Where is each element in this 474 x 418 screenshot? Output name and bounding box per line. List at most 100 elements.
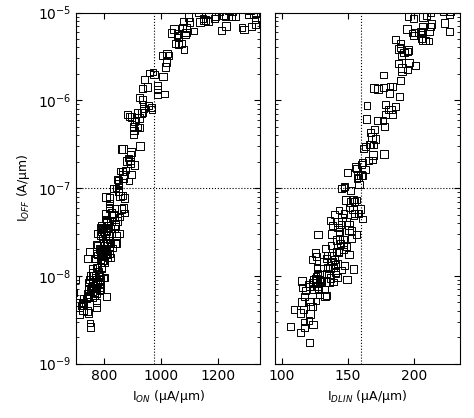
Point (324, 265, 332, 271)
Point (337, 221, 345, 228)
Point (410, 32, 417, 39)
Point (326, 265, 334, 271)
Point (172, 41, 180, 47)
Point (397, 40, 404, 47)
Point (379, 84, 387, 91)
Point (338, 185, 346, 192)
Point (127, 157, 134, 163)
Point (108, 210, 115, 217)
Point (105, 247, 113, 253)
Point (91, 272, 99, 279)
Point (163, 59, 171, 65)
Point (125, 155, 132, 161)
Point (319, 259, 327, 265)
Point (159, 73, 167, 80)
Point (136, 124, 144, 131)
Point (115, 188, 122, 195)
Point (89, 282, 96, 288)
Point (131, 162, 138, 168)
Point (242, 6, 249, 13)
Point (136, 115, 143, 121)
Point (130, 127, 138, 134)
Point (418, 35, 425, 41)
Point (98, 264, 105, 270)
Point (306, 311, 314, 317)
Point (230, 3, 237, 9)
Point (98, 250, 105, 256)
Point (342, 197, 350, 204)
Point (251, 21, 259, 28)
Point (353, 196, 360, 203)
Point (310, 285, 318, 292)
Point (200, 17, 207, 24)
Point (149, 69, 157, 75)
Point (79, 307, 87, 314)
Point (84, 285, 92, 292)
Point (119, 168, 127, 175)
Point (355, 181, 363, 188)
Point (287, 323, 294, 330)
Point (124, 111, 131, 117)
Point (180, 18, 187, 25)
Point (112, 185, 120, 191)
Point (135, 94, 143, 101)
Point (366, 141, 374, 148)
Point (334, 224, 341, 231)
Point (130, 131, 137, 138)
Point (80, 300, 88, 307)
Point (309, 280, 317, 286)
Point (148, 104, 155, 111)
Point (335, 248, 343, 255)
Point (398, 65, 406, 71)
Point (94, 280, 101, 286)
Point (98, 247, 105, 253)
Point (334, 219, 342, 225)
Point (96, 224, 104, 230)
Point (416, 28, 424, 35)
Point (101, 274, 109, 281)
Point (113, 217, 121, 224)
Point (96, 281, 104, 288)
Point (329, 222, 337, 229)
Point (79, 299, 86, 306)
Point (305, 317, 313, 324)
Point (232, 13, 239, 19)
Point (312, 273, 320, 280)
Point (339, 236, 346, 243)
Point (381, 123, 389, 130)
Point (321, 293, 329, 300)
Point (96, 287, 103, 294)
Point (99, 265, 106, 272)
Point (225, 7, 233, 13)
Point (438, 5, 446, 11)
Point (446, 8, 453, 15)
Point (255, 0, 263, 1)
Point (372, 136, 379, 143)
Point (115, 231, 123, 237)
Point (99, 235, 106, 242)
Point (333, 274, 340, 281)
Point (370, 142, 377, 148)
Point (201, 17, 209, 23)
Point (380, 151, 388, 158)
Point (165, 52, 173, 59)
Point (173, 32, 181, 38)
Point (419, 13, 427, 20)
Point (100, 246, 107, 252)
Point (139, 101, 147, 107)
Point (101, 210, 109, 217)
Point (395, 46, 403, 52)
Point (74, 299, 82, 306)
Point (441, 20, 448, 26)
Point (122, 167, 129, 173)
Point (93, 304, 100, 311)
Point (97, 249, 104, 255)
Point (451, 2, 459, 8)
Point (96, 252, 104, 258)
Point (102, 248, 109, 255)
Point (145, 102, 152, 109)
Point (154, 86, 162, 93)
Point (384, 106, 392, 113)
Point (101, 250, 109, 257)
Point (398, 67, 406, 74)
